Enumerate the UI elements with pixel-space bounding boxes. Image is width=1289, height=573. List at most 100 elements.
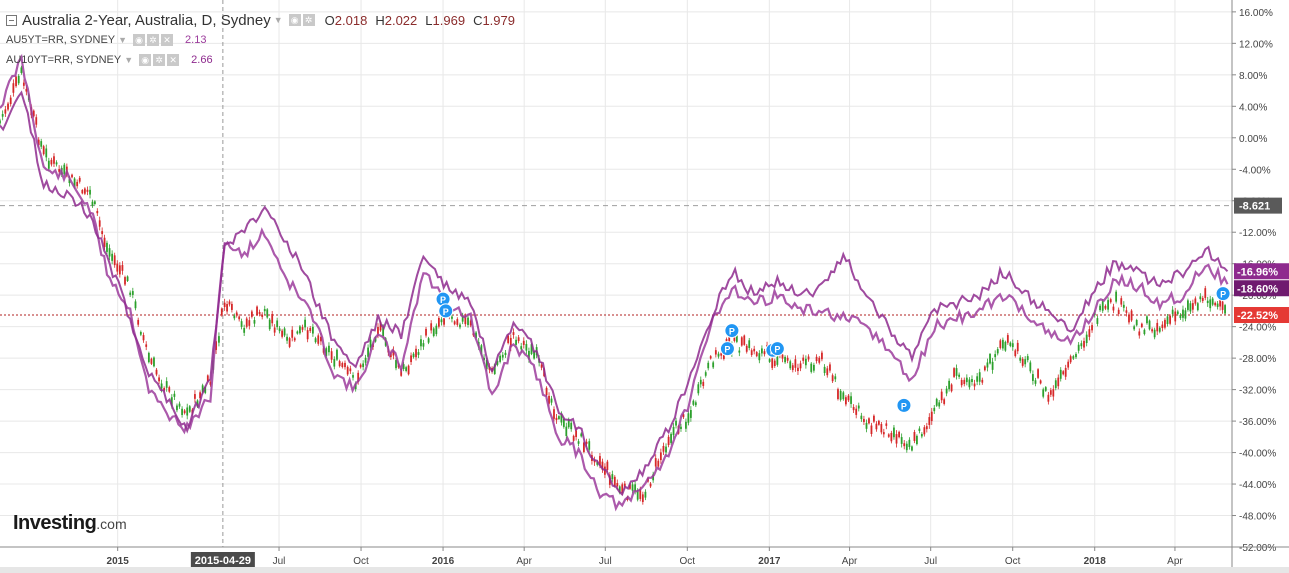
candle xyxy=(680,426,682,429)
candle xyxy=(155,369,158,375)
candle xyxy=(545,387,548,396)
candle xyxy=(868,418,870,424)
candle xyxy=(558,416,560,419)
candle xyxy=(317,335,320,344)
candle xyxy=(299,326,301,334)
candle xyxy=(228,301,231,305)
pin-icon[interactable]: P xyxy=(769,341,785,357)
candle xyxy=(704,372,707,376)
candle xyxy=(913,431,916,441)
y-tick-label: -40.00% xyxy=(1239,449,1276,460)
candle xyxy=(697,384,700,394)
candle xyxy=(170,397,173,406)
pin-icon[interactable]: P xyxy=(896,397,912,413)
candle xyxy=(116,263,119,272)
candle xyxy=(330,351,333,360)
y-tick-label: -48.00% xyxy=(1239,512,1276,523)
comparison-lines xyxy=(0,53,1229,512)
y-tick-label: -24.00% xyxy=(1239,323,1276,334)
candle xyxy=(855,408,858,415)
candle xyxy=(459,324,461,328)
candle xyxy=(540,364,543,368)
candle xyxy=(1009,342,1012,346)
candle xyxy=(325,348,328,357)
y-tick-label: -20.00% xyxy=(1239,291,1276,302)
candle xyxy=(435,325,438,335)
pin-icon[interactable]: P xyxy=(438,303,454,319)
candle xyxy=(567,419,570,428)
candle xyxy=(662,445,665,452)
candle xyxy=(271,314,274,324)
close-icon[interactable]: ✕ xyxy=(161,34,174,46)
candle xyxy=(898,431,900,438)
main-series-legend: Australia 2-Year, Australia, D, Sydney ▼… xyxy=(6,10,515,30)
reference-label-box xyxy=(1234,197,1282,214)
reference-label: -8.621 xyxy=(1239,201,1270,213)
eye-icon[interactable]: ◉ xyxy=(133,34,146,46)
candle xyxy=(268,319,271,330)
eye-icon[interactable]: ◉ xyxy=(288,14,301,26)
candle xyxy=(261,314,264,317)
candle xyxy=(920,434,923,437)
candle xyxy=(930,411,933,422)
pin-icon[interactable]: P xyxy=(724,323,740,339)
crosshair-date: 2015-04-29 xyxy=(195,555,251,567)
pin-icon[interactable]: P xyxy=(719,341,735,357)
x-tick-label: 2018 xyxy=(1084,556,1107,567)
candle xyxy=(965,377,968,383)
candle xyxy=(890,432,893,442)
x-axis: 2015 Jul Oct 2016 Apr Jul Oct 2017 Apr Jul Oct 2018… xyxy=(0,546,1289,573)
collapse-icon[interactable] xyxy=(6,14,17,26)
candle xyxy=(501,354,504,358)
candle xyxy=(692,400,695,405)
candle xyxy=(842,392,845,400)
candle xyxy=(417,352,420,355)
compare-name[interactable]: AU10YT=RR, SYDNEY xyxy=(6,54,122,66)
gear-icon[interactable]: ✲ xyxy=(302,14,315,26)
candle xyxy=(250,311,253,317)
candle xyxy=(953,368,955,377)
caret-down-icon[interactable]: ▼ xyxy=(273,15,283,25)
candle xyxy=(1052,389,1055,397)
candle xyxy=(354,383,357,390)
candle xyxy=(352,375,354,378)
caret-down-icon[interactable]: ▼ xyxy=(118,35,128,45)
candle xyxy=(829,364,831,371)
candle xyxy=(485,359,488,370)
candle xyxy=(364,357,367,363)
compare-name[interactable]: AU5YT=RR, SYDNEY xyxy=(6,34,116,46)
candle xyxy=(807,356,810,360)
candle xyxy=(165,381,168,388)
eye-icon[interactable]: ◉ xyxy=(139,54,152,66)
candle xyxy=(1125,310,1128,313)
event-pins[interactable]: PPPPPPPP xyxy=(435,286,1231,413)
x-tick-label: 2016 xyxy=(432,556,455,567)
pin-icon[interactable]: P xyxy=(1215,286,1231,302)
caret-down-icon[interactable]: ▼ xyxy=(124,55,134,65)
candle xyxy=(68,179,71,184)
candle xyxy=(1006,335,1009,343)
candle xyxy=(405,367,408,371)
candle xyxy=(831,375,834,382)
candle xyxy=(639,489,642,499)
y-tick-label: -4.00% xyxy=(1239,165,1271,176)
last-value-box xyxy=(1234,263,1289,280)
candle xyxy=(301,327,304,330)
gear-icon[interactable]: ✲ xyxy=(147,34,160,46)
candle xyxy=(1072,356,1075,359)
candle xyxy=(312,326,314,334)
candle xyxy=(1021,358,1024,366)
candle xyxy=(108,248,111,257)
gear-icon[interactable]: ✲ xyxy=(153,54,166,66)
candle xyxy=(412,353,415,358)
candle xyxy=(857,405,860,409)
candle xyxy=(283,328,286,336)
close-icon[interactable]: ✕ xyxy=(167,54,180,66)
main-series-title[interactable]: Australia 2-Year, Australia, D, Sydney xyxy=(22,11,271,29)
candle xyxy=(786,357,789,361)
candle xyxy=(1099,305,1101,311)
candle xyxy=(1189,303,1192,312)
candle xyxy=(834,376,837,380)
candle xyxy=(377,326,379,335)
